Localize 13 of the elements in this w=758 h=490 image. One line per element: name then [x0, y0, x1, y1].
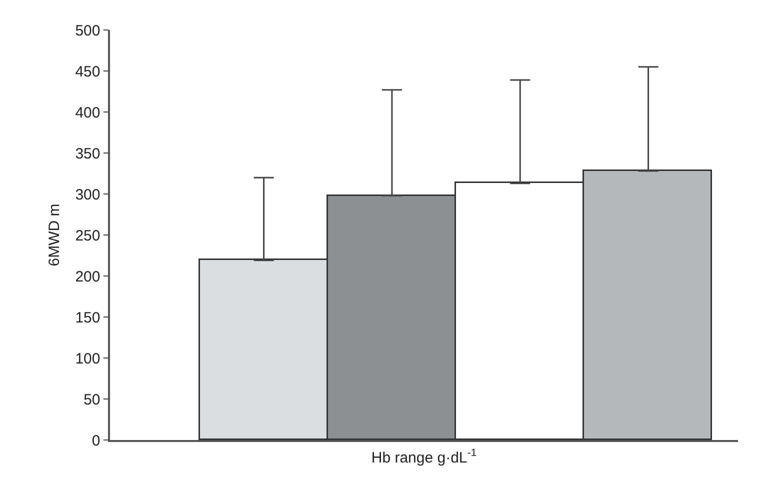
- y-tick-label: 300: [75, 186, 100, 204]
- y-tick-label: 100: [75, 350, 100, 368]
- x-axis-title: Hb range g·dL$^{-1}$: [371, 446, 477, 466]
- y-tick-label: 50: [84, 391, 100, 408]
- y-tick-label: 250: [75, 227, 100, 244]
- y-tick-label: 350: [75, 145, 100, 162]
- y-tick-label: 0: [92, 432, 100, 450]
- y-tick-label: 450: [75, 63, 100, 80]
- y-tick-label: 400: [75, 104, 100, 122]
- y-tick-label: 500: [75, 22, 100, 40]
- y-axis-title: 6MWD m: [46, 204, 63, 266]
- y-tick-label: 200: [75, 268, 100, 286]
- y-tick-label: 150: [75, 309, 100, 326]
